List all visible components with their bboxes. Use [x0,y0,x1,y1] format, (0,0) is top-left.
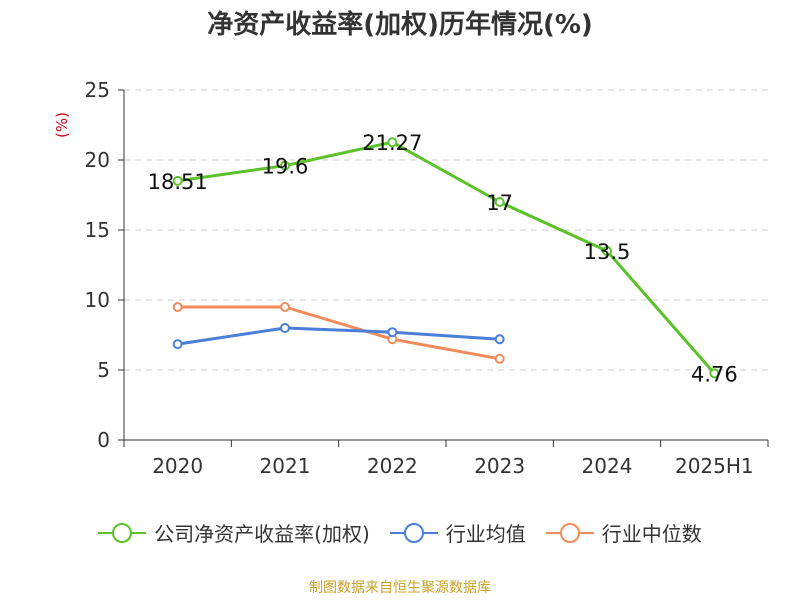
data-point[interactable] [494,353,505,364]
x-tick-label: 2024 [582,454,633,478]
series-line [177,326,500,346]
grid-lines [124,89,768,371]
data-source-note: 制图数据来自恒生聚源数据库 [309,580,491,596]
data-label: 18.51 [148,170,208,194]
series-line [177,140,716,375]
data-point[interactable] [709,368,720,379]
legend-item-industry-median[interactable]: 行业中位数 [545,518,702,547]
legend: 公司净资产收益率(加权) 行业均值 行业中位数 [0,518,800,547]
data-label: 21.27 [362,131,422,155]
y-tick-label: 10 [85,288,110,312]
data-point[interactable] [280,160,290,171]
data-label: 13.5 [584,240,631,264]
x-tick-label: 2021 [260,454,311,478]
data-label: 4.76 [691,362,738,386]
data-point[interactable] [280,302,290,312]
y-tick-label: 0 [97,428,110,452]
y-tick-label: 20 [85,148,110,172]
series-line [177,305,500,361]
legend-mean-label: 行业均值 [445,522,526,546]
data-label: 17 [486,191,513,215]
legend-item-company[interactable]: 公司净资产收益率(加权) [98,518,370,547]
legend-item-industry-mean[interactable]: 行业均值 [389,518,526,547]
legend-company-label: 公司净资产收益率(加权) [154,522,370,546]
data-point[interactable] [387,327,398,338]
x-tick-label: 2025H1 [675,454,754,478]
data-point[interactable] [172,175,183,186]
x-tick-label: 2022 [367,454,418,478]
data-labels: 18.51 19.6 21.27 17 13.5 4.76 [148,131,738,386]
data-point[interactable] [387,137,398,148]
y-tick-label: 15 [85,218,110,242]
y-tick-label: 5 [97,358,110,382]
legend-median-symbol-icon [545,522,594,543]
series-group [172,137,720,379]
legend-median-label: 行业中位数 [601,522,702,546]
data-point[interactable] [280,323,290,333]
y-tick-label: 25 [85,78,110,102]
x-tick-label: 2023 [474,454,525,478]
chart-title: 净资产收益率(加权)历年情况(%) [207,10,593,40]
data-point[interactable] [172,302,183,312]
data-point[interactable] [172,339,183,350]
y-axis-label: (%) [53,112,71,138]
x-tick-label: 2020 [152,454,203,478]
legend-mean-symbol-icon [389,522,438,543]
data-point[interactable] [602,246,612,256]
axes: 0 5 10 15 20 25 2020 2021 2022 2023 2024 2025H1 [85,78,769,478]
data-point[interactable] [494,334,505,345]
legend-company-symbol-icon [98,522,147,543]
data-point[interactable] [494,197,505,207]
data-label: 19.6 [262,155,309,179]
